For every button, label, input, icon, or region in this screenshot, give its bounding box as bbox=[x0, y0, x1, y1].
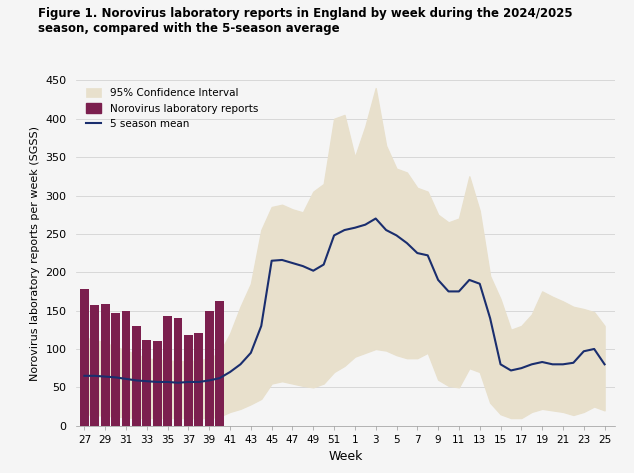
Bar bbox=[215, 301, 224, 426]
Bar bbox=[195, 333, 204, 426]
Bar bbox=[101, 305, 110, 426]
Bar bbox=[122, 311, 131, 426]
X-axis label: Week: Week bbox=[328, 450, 363, 463]
Bar bbox=[184, 335, 193, 426]
Bar bbox=[143, 340, 152, 426]
Y-axis label: Norovirus laboratory reports per week (SGSS): Norovirus laboratory reports per week (S… bbox=[30, 125, 40, 381]
Bar bbox=[91, 305, 100, 426]
Legend: 95% Confidence Interval, Norovirus laboratory reports, 5 season mean: 95% Confidence Interval, Norovirus labor… bbox=[81, 84, 262, 133]
Bar bbox=[153, 342, 162, 426]
Bar bbox=[111, 313, 120, 426]
Bar bbox=[132, 326, 141, 426]
Bar bbox=[80, 289, 89, 426]
Text: Figure 1. Norovirus laboratory reports in England by week during the 2024/2025
s: Figure 1. Norovirus laboratory reports i… bbox=[38, 7, 573, 35]
Bar bbox=[205, 311, 214, 426]
Bar bbox=[163, 316, 172, 426]
Bar bbox=[174, 317, 183, 426]
